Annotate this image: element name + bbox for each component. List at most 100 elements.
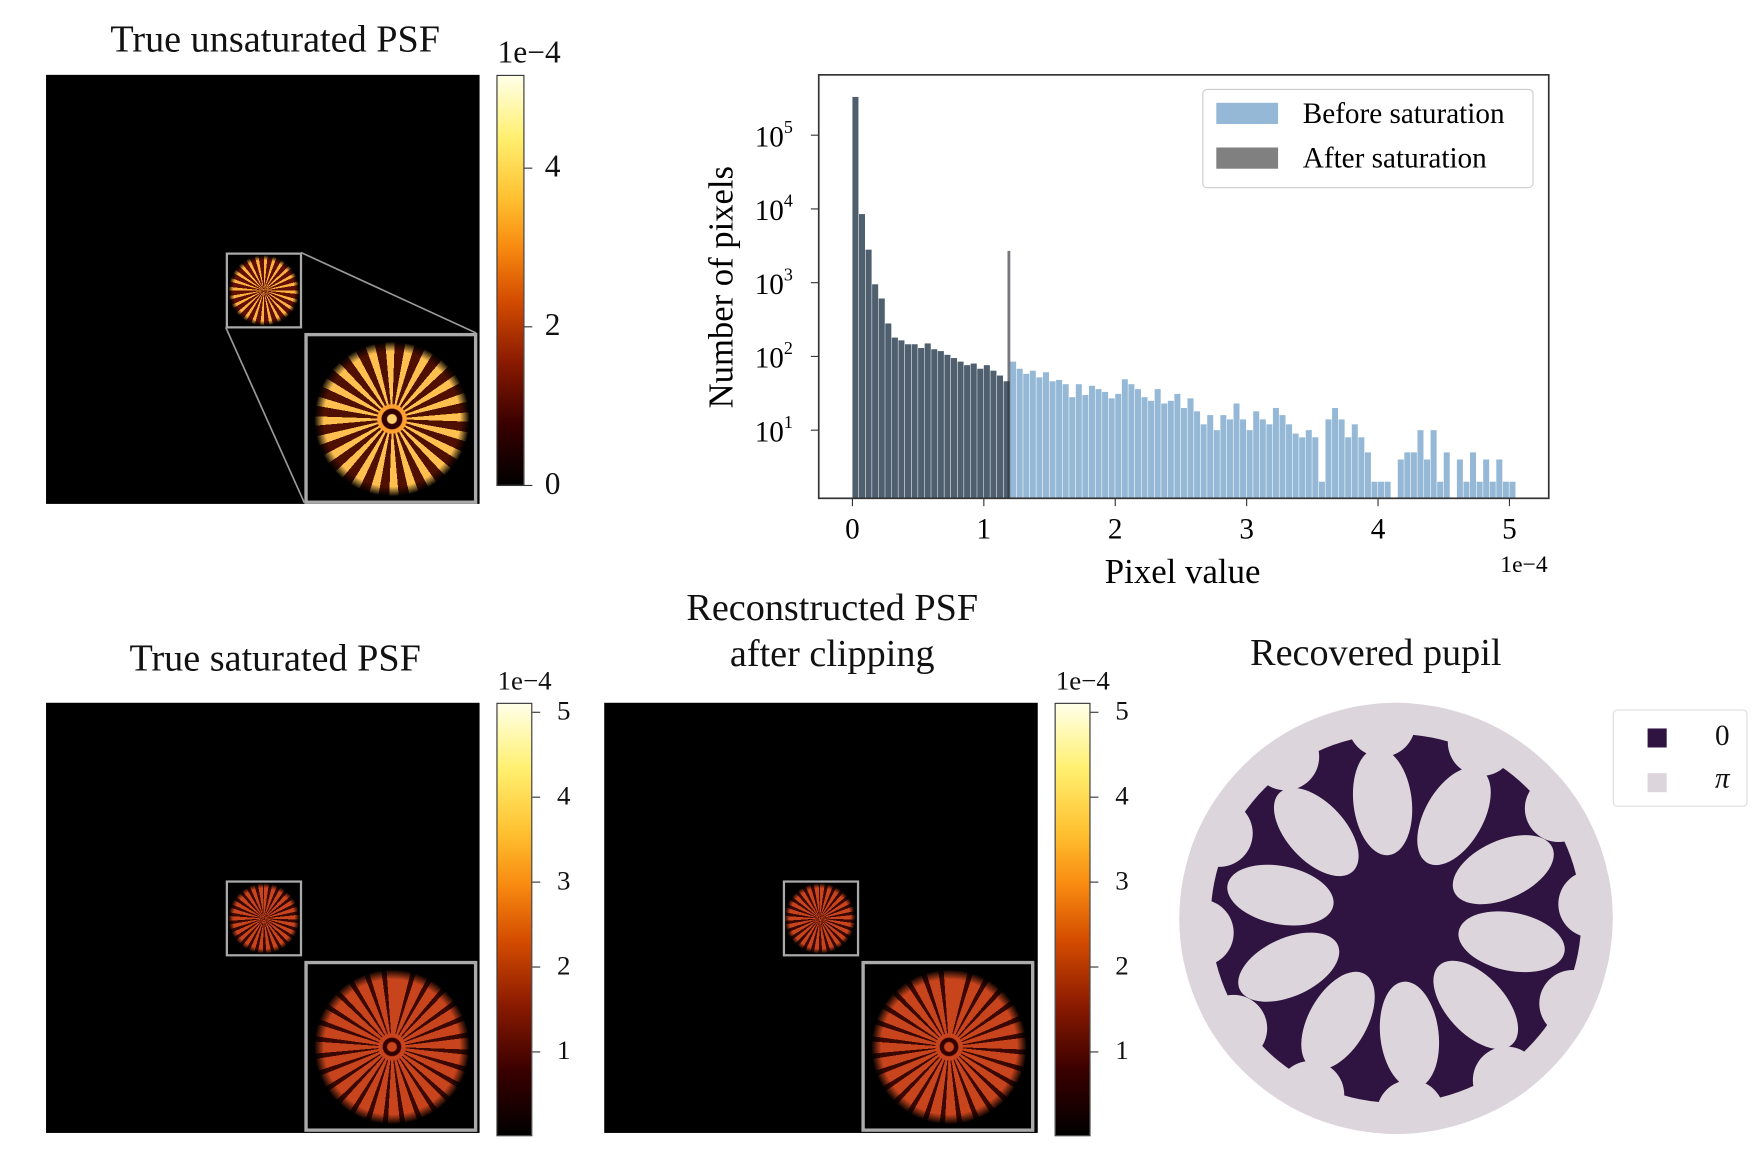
histogram-bar <box>1410 452 1417 499</box>
legend-swatch-pi <box>1647 773 1667 793</box>
histogram-bar <box>1056 379 1063 499</box>
histogram-bar <box>1384 481 1391 499</box>
pupil-pi-region <box>1539 969 1607 1037</box>
histogram-bar <box>924 343 931 499</box>
histogram-bar <box>898 340 905 499</box>
histogram-bar <box>1049 381 1056 499</box>
histogram-bar <box>983 365 990 499</box>
histogram-bar <box>1305 430 1312 499</box>
histogram-bar <box>1095 389 1102 499</box>
histogram-bar <box>944 354 951 499</box>
histogram-bar <box>1279 415 1286 499</box>
tick-mark <box>532 881 541 883</box>
y-tick-label: 103 <box>755 264 793 300</box>
after-saturation-bars <box>852 96 1011 499</box>
tick-mark <box>1090 796 1099 798</box>
colorbar-exponent: 1e−4 <box>1055 667 1110 697</box>
histogram-bar <box>872 284 879 499</box>
colorbar-tick: 2 <box>544 308 561 344</box>
histogram-bar <box>1312 437 1319 499</box>
colorbar-tick: 2 <box>1115 951 1129 981</box>
y-tick-label: 101 <box>755 412 793 448</box>
histogram-bar <box>1010 361 1017 499</box>
plot-frame <box>817 74 1550 500</box>
pupil-pi-region <box>1199 994 1268 1062</box>
colorbar-tick: 5 <box>557 697 571 727</box>
histogram-bar <box>1417 430 1424 499</box>
colorbar-saturated <box>496 702 533 1137</box>
tick-mark <box>532 796 541 798</box>
histogram-bar <box>1174 393 1181 499</box>
histogram-bar <box>1443 452 1450 499</box>
colorbar-tick: 5 <box>1115 697 1129 727</box>
legend: Before saturation After saturation <box>1202 88 1534 189</box>
psf-core <box>227 882 300 955</box>
tick-mark <box>532 1051 541 1053</box>
pupil-pi-region <box>1433 960 1519 1049</box>
histogram-bar <box>1069 397 1076 499</box>
zoom-region-box <box>225 252 303 329</box>
colorbar-tick: 1 <box>1115 1036 1129 1066</box>
zoom-region-box <box>782 880 860 957</box>
histogram-bar <box>918 348 925 499</box>
connector-line <box>224 327 306 504</box>
y-tick-label: 104 <box>755 191 793 227</box>
histogram-bar <box>1194 411 1201 499</box>
x-tick-label: 3 <box>1239 514 1254 546</box>
legend-label-pi: π <box>1714 761 1730 795</box>
histogram-bar <box>1338 419 1345 499</box>
histogram-bar <box>1016 368 1023 499</box>
histogram-bar <box>1502 481 1509 499</box>
histogram-bar <box>1509 481 1516 499</box>
legend-swatch-zero <box>1647 728 1667 748</box>
histogram-bar <box>1003 381 1010 499</box>
pupil-pi-region <box>1352 748 1413 856</box>
pupil-pi-region <box>1472 1046 1541 1114</box>
histogram-bar <box>1299 437 1306 499</box>
x-axis-label: Pixel value <box>1105 552 1261 591</box>
x-tick-label: 1 <box>977 514 992 546</box>
legend-swatch-before <box>1216 102 1279 125</box>
tick-mark <box>524 484 533 487</box>
histogram-bar <box>1246 430 1253 499</box>
histogram-bar <box>1161 403 1168 499</box>
pupil-pi-region <box>1558 870 1613 938</box>
histogram-bar <box>931 349 938 499</box>
histogram-bar <box>1463 481 1470 499</box>
histogram-bar <box>1259 419 1266 499</box>
y-tick-label: 105 <box>755 117 793 153</box>
pupil-pi-region <box>1179 899 1234 967</box>
tick-mark <box>524 167 533 169</box>
recovered-pupil-title: Recovered pupil <box>1250 632 1502 674</box>
histogram-bar <box>1213 430 1220 499</box>
x-tick-label: 5 <box>1502 514 1517 546</box>
psf-speckles <box>314 341 470 497</box>
tick-mark <box>1090 1051 1099 1053</box>
colorbar-tick: 1 <box>557 1036 571 1066</box>
histogram-bar <box>885 323 892 499</box>
pupil-pi-region <box>1452 835 1554 905</box>
histogram-bar <box>1088 385 1095 499</box>
pupil-pi-region <box>1417 767 1491 866</box>
recovered-pupil-image <box>1179 702 1613 1135</box>
reconstructed-psf-title-line2: after clipping <box>729 633 935 675</box>
tick-mark <box>1090 711 1099 713</box>
histogram-bar <box>1351 424 1358 499</box>
tick-mark <box>532 966 541 968</box>
histogram-bar <box>1200 424 1207 499</box>
pupil-pi-region <box>1276 1060 1345 1129</box>
pupil-pi-region <box>1458 911 1565 973</box>
saturated-psf-title: True saturated PSF <box>129 637 421 680</box>
histogram-bar <box>950 358 957 499</box>
histogram-bar <box>878 298 885 499</box>
histogram-bar <box>1220 415 1227 499</box>
histogram-bar <box>1253 411 1260 499</box>
histogram-bar <box>1075 384 1082 499</box>
psf-speckles <box>314 969 470 1125</box>
histogram-bar <box>1029 370 1036 499</box>
y-axis-label: Number of pixels <box>701 166 740 408</box>
histogram-bar <box>1325 419 1332 499</box>
histogram-bar <box>1292 433 1299 499</box>
histogram-bar <box>990 370 997 499</box>
